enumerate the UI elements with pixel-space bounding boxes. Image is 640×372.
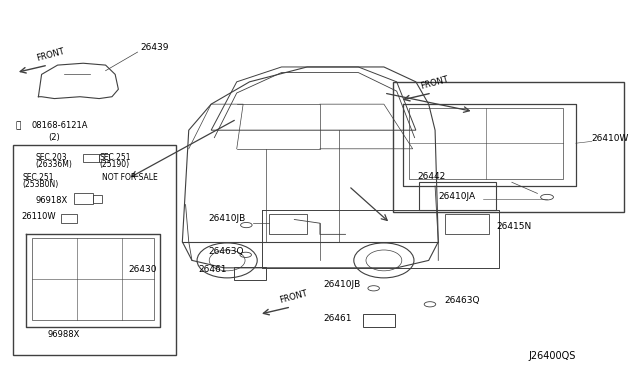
Bar bbox=[269, 214, 307, 234]
Bar bbox=[61, 214, 77, 223]
Text: 26463Q: 26463Q bbox=[208, 247, 243, 256]
Bar bbox=[93, 195, 102, 203]
Text: 08168-6121A: 08168-6121A bbox=[32, 121, 88, 130]
Bar bbox=[364, 314, 396, 327]
Text: Ⓑ: Ⓑ bbox=[16, 121, 21, 130]
Bar bbox=[74, 193, 93, 204]
Text: 26410JB: 26410JB bbox=[208, 214, 245, 223]
Bar bbox=[419, 182, 496, 210]
Text: SEC.203: SEC.203 bbox=[35, 153, 67, 162]
Text: 26110W: 26110W bbox=[21, 212, 56, 221]
Text: J26400QS: J26400QS bbox=[529, 351, 576, 361]
Text: 26410JB: 26410JB bbox=[323, 280, 360, 289]
Text: NOT FOR SALE: NOT FOR SALE bbox=[102, 173, 158, 182]
Bar bbox=[234, 267, 266, 280]
Text: FRONT: FRONT bbox=[278, 289, 308, 305]
Text: 26415N: 26415N bbox=[496, 222, 531, 231]
Text: SEC.251: SEC.251 bbox=[22, 173, 54, 182]
Bar bbox=[32, 238, 154, 320]
Text: 26442: 26442 bbox=[417, 171, 445, 180]
Text: FRONT: FRONT bbox=[35, 47, 65, 63]
Text: (253B0N): (253B0N) bbox=[22, 180, 59, 189]
Text: 26461: 26461 bbox=[198, 265, 227, 274]
Text: 26463Q: 26463Q bbox=[445, 296, 480, 305]
Text: 26439: 26439 bbox=[141, 43, 169, 52]
Text: (2): (2) bbox=[48, 132, 60, 141]
Bar bbox=[13, 145, 176, 355]
Text: 26461: 26461 bbox=[323, 314, 351, 323]
Text: (25190): (25190) bbox=[99, 160, 129, 169]
Bar bbox=[445, 214, 490, 234]
Bar bbox=[394, 82, 624, 212]
Bar bbox=[99, 154, 109, 162]
Text: 96988X: 96988X bbox=[48, 330, 81, 339]
Text: 26430: 26430 bbox=[128, 264, 156, 273]
Text: FRONT: FRONT bbox=[419, 75, 449, 91]
Bar bbox=[83, 154, 99, 162]
Text: 26410JA: 26410JA bbox=[438, 192, 476, 201]
Bar bbox=[410, 108, 563, 179]
Text: (26336M): (26336M) bbox=[35, 160, 72, 169]
Text: 26410W: 26410W bbox=[592, 134, 629, 143]
Text: 96918X: 96918X bbox=[35, 196, 67, 205]
Text: SEC.251: SEC.251 bbox=[99, 153, 131, 162]
